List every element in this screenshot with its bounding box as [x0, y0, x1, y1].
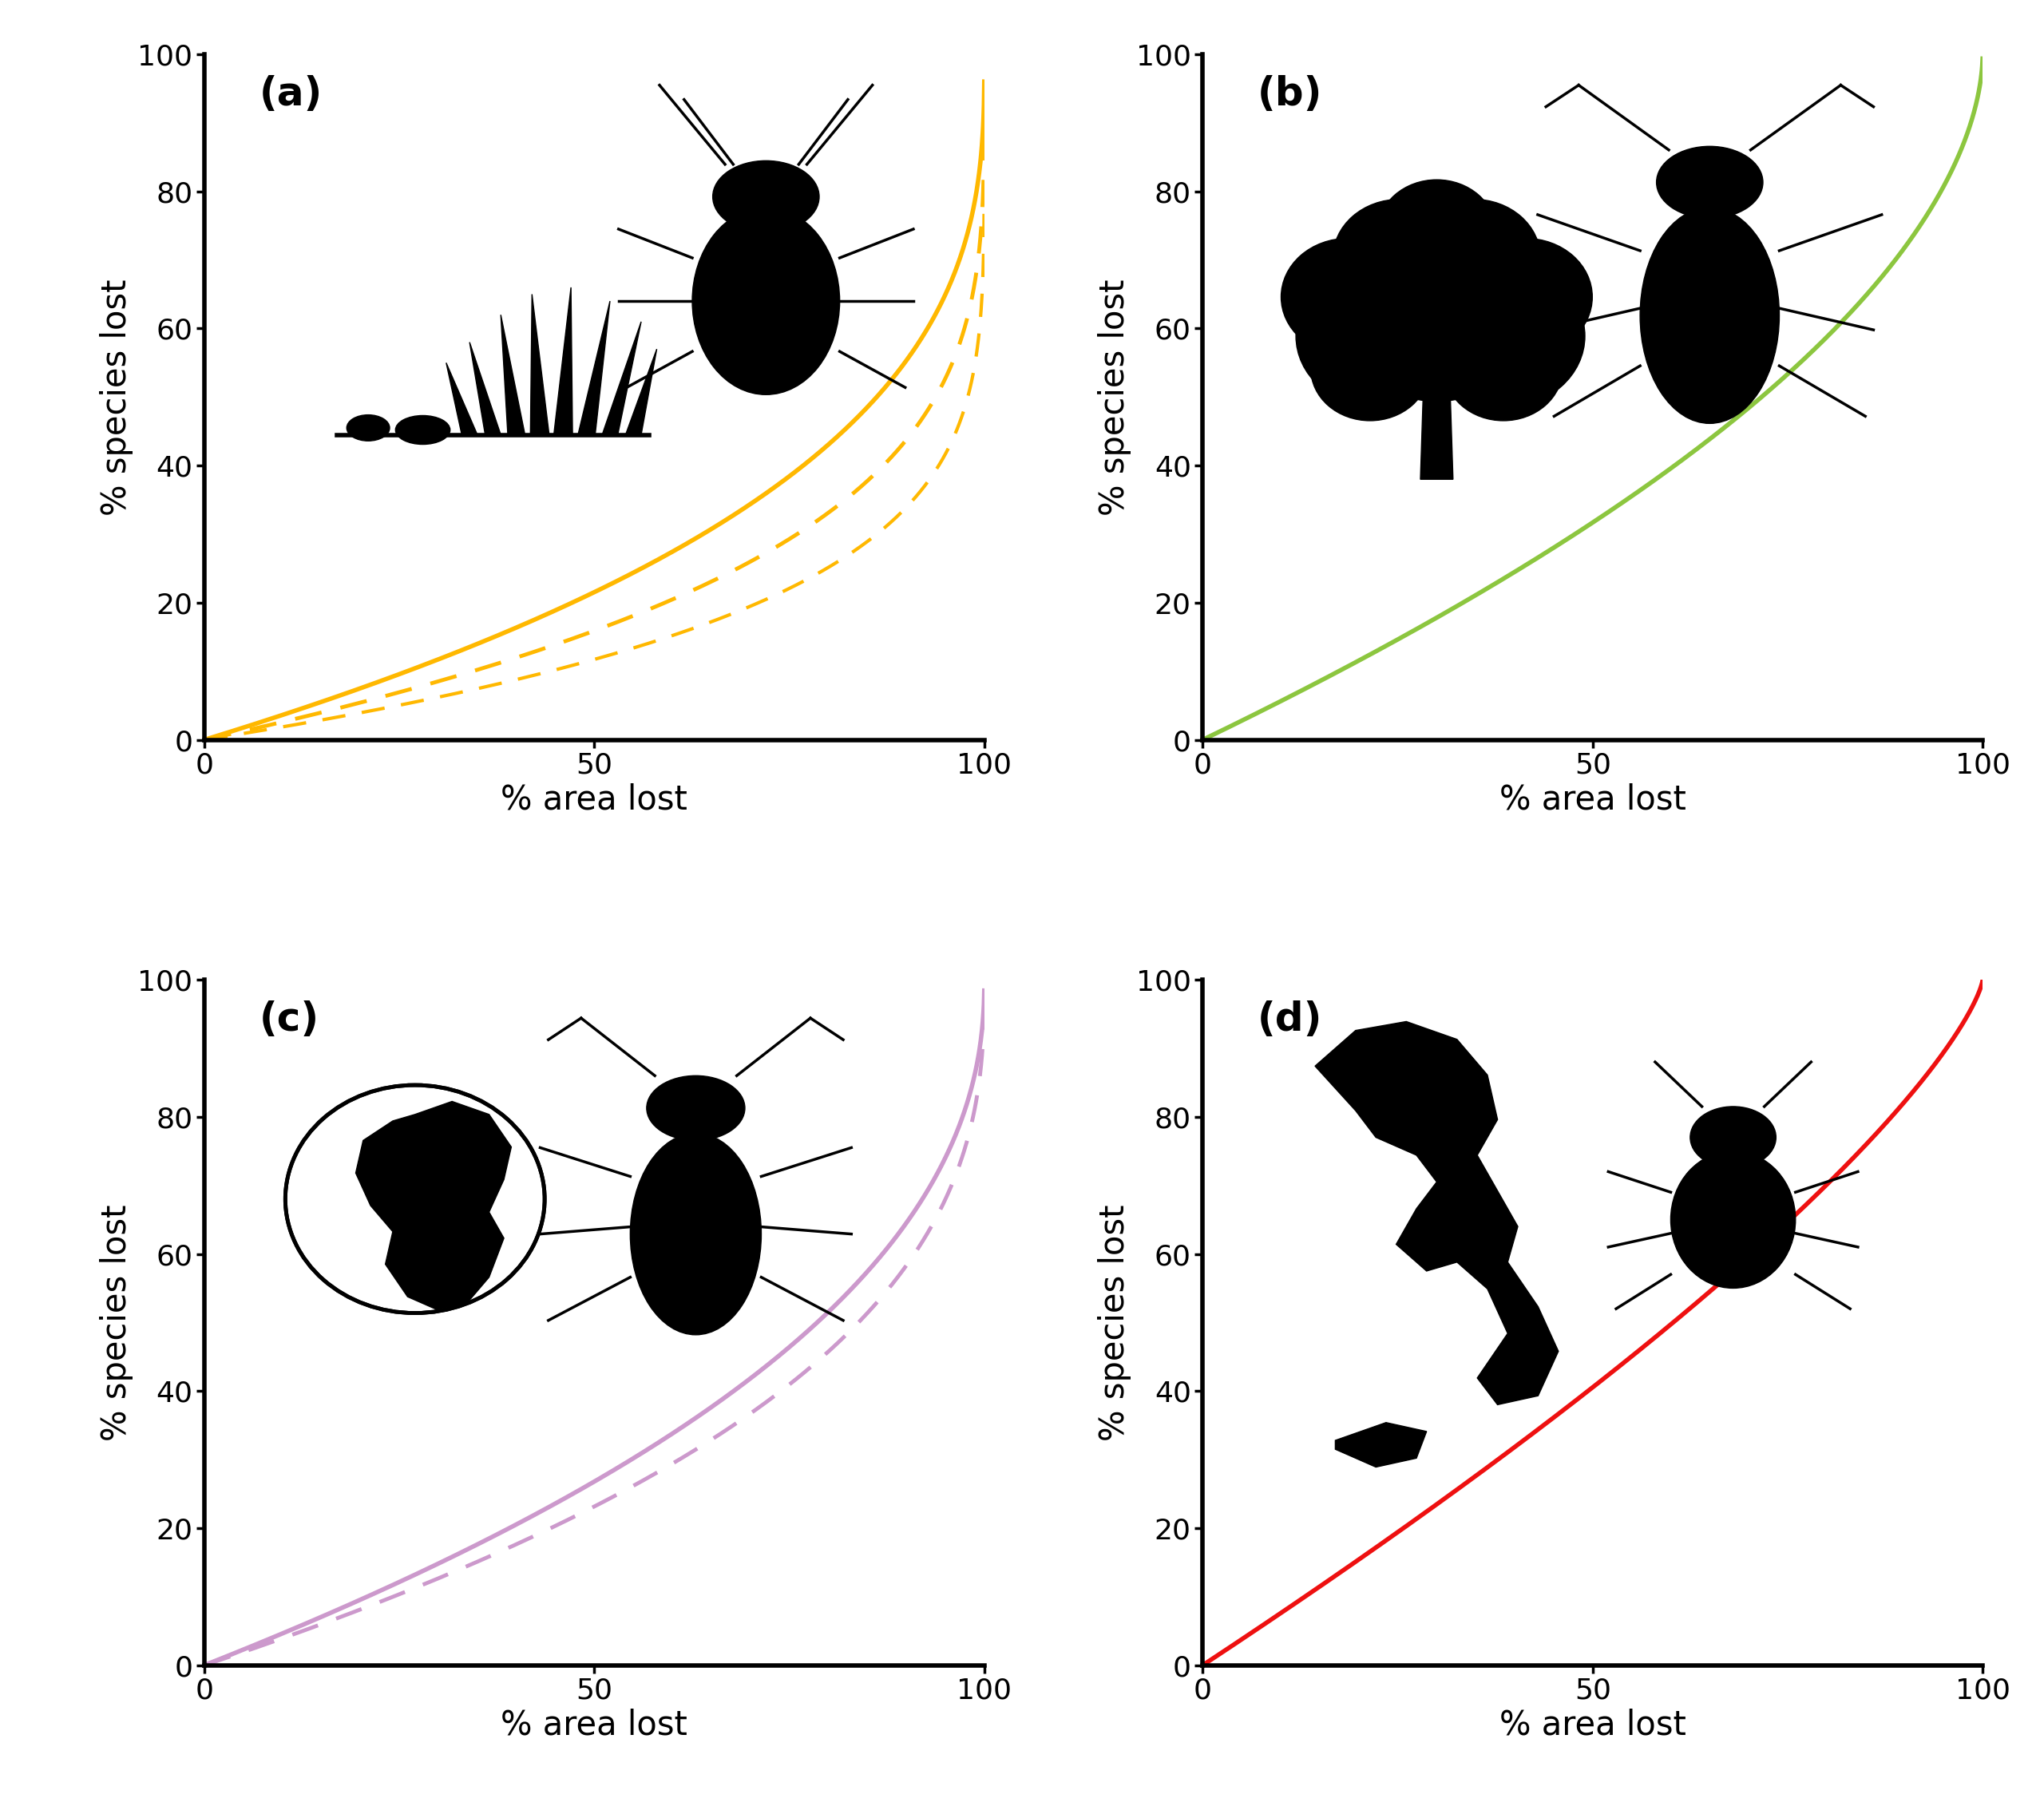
Text: (d): (d)	[1257, 1001, 1322, 1039]
Circle shape	[1459, 239, 1592, 355]
X-axis label: % area lost: % area lost	[1500, 1709, 1686, 1741]
Polygon shape	[554, 288, 572, 434]
Polygon shape	[1335, 1423, 1427, 1468]
Ellipse shape	[693, 208, 840, 395]
Circle shape	[1333, 219, 1541, 402]
X-axis label: % area lost: % area lost	[1500, 784, 1686, 816]
Polygon shape	[531, 295, 550, 434]
Circle shape	[1445, 317, 1564, 420]
X-axis label: % area lost: % area lost	[501, 784, 687, 816]
Text: (b): (b)	[1257, 74, 1322, 114]
Circle shape	[1296, 264, 1459, 407]
Polygon shape	[1314, 1021, 1558, 1405]
Ellipse shape	[1690, 1106, 1776, 1167]
Circle shape	[1378, 179, 1496, 284]
Ellipse shape	[646, 1075, 744, 1140]
Ellipse shape	[347, 414, 390, 442]
Polygon shape	[1421, 387, 1453, 480]
Polygon shape	[578, 300, 609, 434]
Ellipse shape	[1656, 147, 1762, 219]
Polygon shape	[470, 342, 501, 434]
Y-axis label: % species lost: % species lost	[1098, 1204, 1132, 1441]
Y-axis label: % species lost: % species lost	[1098, 279, 1132, 516]
Circle shape	[1310, 317, 1429, 420]
Circle shape	[286, 1086, 544, 1312]
Polygon shape	[401, 1108, 460, 1148]
Circle shape	[1406, 199, 1541, 317]
Ellipse shape	[1639, 208, 1780, 424]
Ellipse shape	[394, 416, 450, 443]
Ellipse shape	[1670, 1151, 1795, 1289]
Polygon shape	[603, 322, 642, 434]
Y-axis label: % species lost: % species lost	[100, 1204, 133, 1441]
Polygon shape	[501, 315, 525, 434]
Circle shape	[1282, 239, 1414, 355]
Polygon shape	[446, 362, 478, 434]
Ellipse shape	[630, 1133, 760, 1334]
X-axis label: % area lost: % area lost	[501, 1709, 687, 1741]
Ellipse shape	[713, 161, 820, 233]
Text: (a): (a)	[260, 74, 323, 114]
Y-axis label: % species lost: % species lost	[100, 279, 133, 516]
Circle shape	[1333, 199, 1466, 317]
Circle shape	[1423, 264, 1584, 407]
Text: (c): (c)	[260, 1001, 319, 1039]
Polygon shape	[356, 1100, 511, 1310]
Polygon shape	[625, 349, 656, 434]
